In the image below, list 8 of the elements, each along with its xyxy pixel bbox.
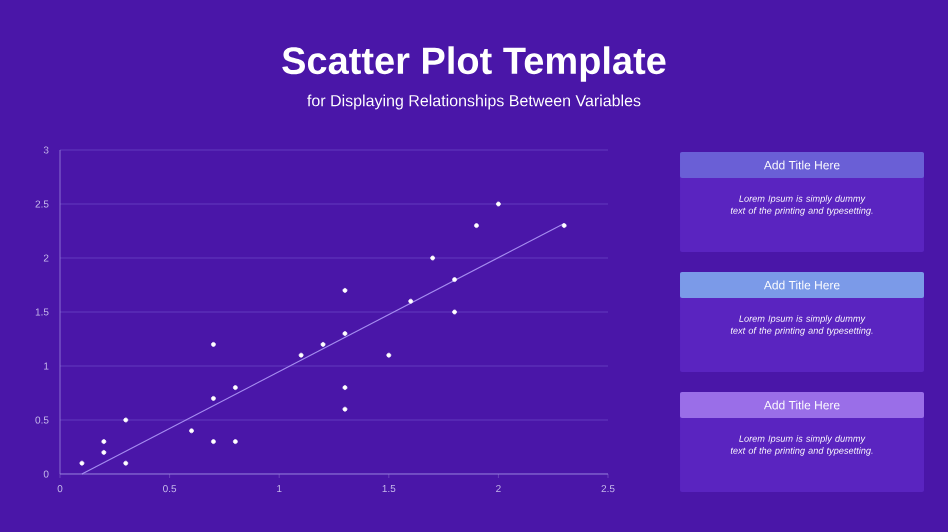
chart-subtitle: for Displaying Relationships Between Variables (307, 94, 641, 110)
point (79, 460, 85, 466)
point (408, 298, 414, 304)
chart-title: Scatter Plot Template (282, 46, 666, 82)
point (430, 255, 436, 261)
point (123, 460, 129, 466)
point (123, 417, 129, 423)
point (342, 406, 348, 412)
